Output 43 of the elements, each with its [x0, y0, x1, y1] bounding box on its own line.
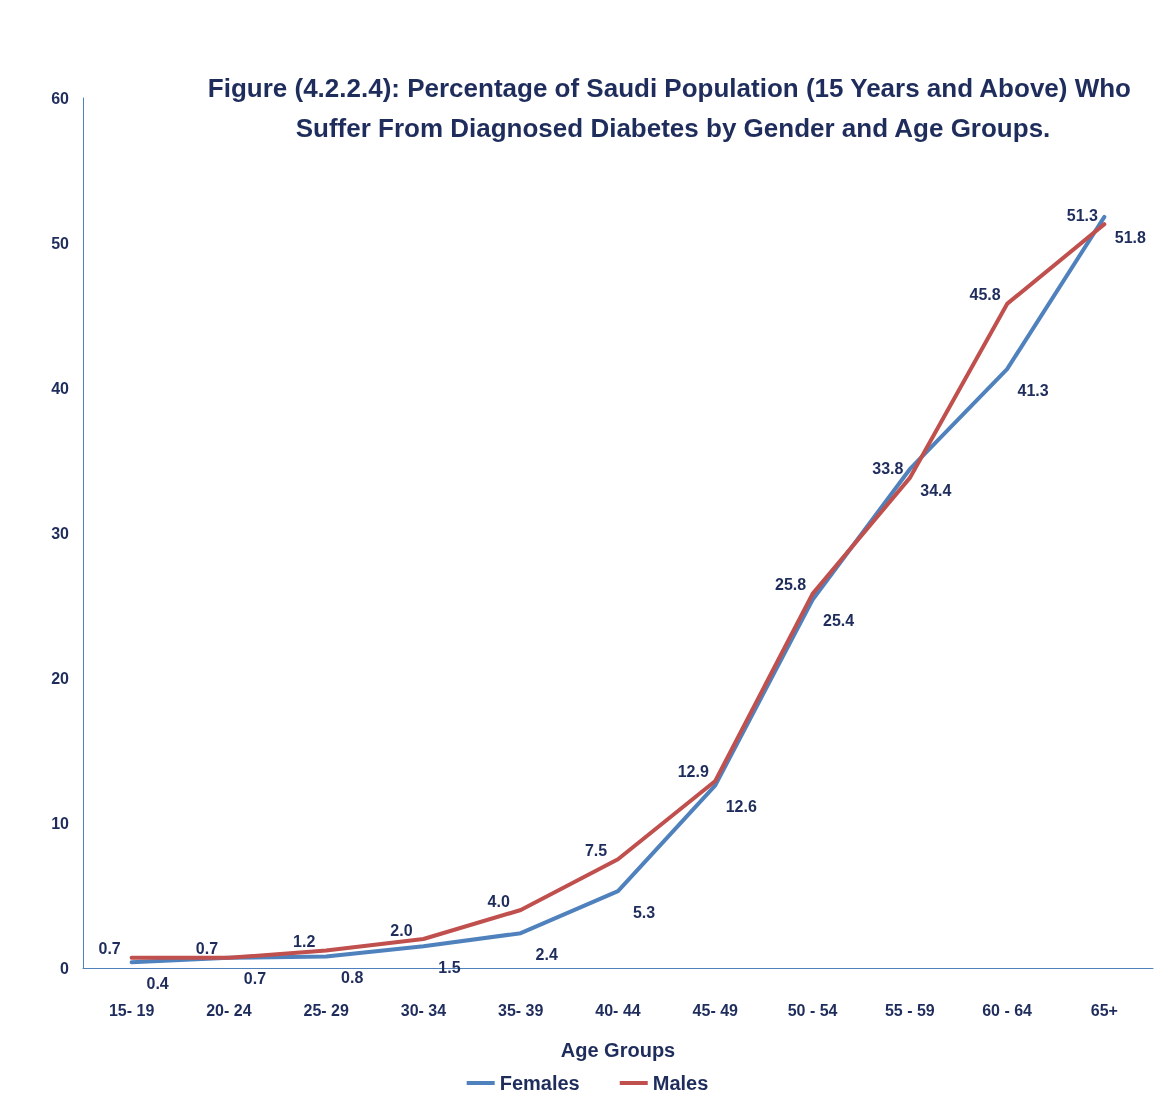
data-label: 41.3: [1017, 381, 1049, 399]
data-label: 0.7: [195, 940, 219, 958]
data-label: 7.5: [584, 841, 608, 859]
data-label: 34.4: [920, 481, 952, 499]
y-tick-label: 10: [51, 814, 70, 832]
x-tick-label: 50 - 54: [787, 1001, 838, 1019]
data-label: 33.8: [872, 460, 904, 478]
x-tick-label: 35- 39: [498, 1001, 544, 1019]
x-tick-label: 15- 19: [108, 1001, 155, 1019]
data-label: 4.0: [487, 892, 510, 910]
x-tick-label: 40- 44: [595, 1001, 641, 1019]
x-tick-label: 25- 29: [303, 1001, 349, 1019]
data-label: 2.0: [390, 921, 413, 939]
x-tick-label: 65+: [1090, 1001, 1118, 1019]
x-tick-label: 55 - 59: [884, 1001, 935, 1019]
legend-label: Males: [652, 1072, 709, 1094]
y-tick-label: 50: [51, 234, 70, 252]
data-label: 51.8: [1114, 229, 1147, 247]
y-tick-label: 30: [51, 524, 70, 542]
chart-title: Figure (4.2.2.4): Percentage of Saudi Population (15 Years and Above) Who Suffer From Diagnosed Diabetes by Gender and Age Groups.: [207, 73, 1139, 143]
data-label: 2.4: [535, 945, 558, 963]
x-tick-label: 20- 24: [206, 1001, 252, 1019]
data-label: 0.4: [146, 974, 169, 992]
data-label: 1.2: [293, 933, 316, 951]
data-label: 12.6: [725, 797, 757, 815]
data-label: 0.7: [98, 940, 121, 958]
legend-label: Females: [499, 1072, 580, 1094]
data-label: 0.8: [341, 968, 364, 986]
data-label: 25.8: [774, 576, 807, 594]
data-label: 5.3: [632, 903, 656, 921]
y-tick-label: 0: [60, 959, 70, 977]
y-tick-label: 60: [51, 89, 70, 107]
x-axis-title: Age Groups: [560, 1039, 676, 1061]
data-label: 25.4: [822, 612, 855, 630]
x-tick-label: 30- 34: [400, 1001, 447, 1019]
data-label: 51.3: [1066, 206, 1099, 224]
y-tick-label: 20: [51, 669, 70, 687]
x-tick-label: 45- 49: [692, 1001, 739, 1019]
data-label: 45.8: [969, 286, 1001, 304]
y-tick-label: 40: [51, 379, 70, 397]
x-tick-label: 60 - 64: [982, 1001, 1033, 1019]
data-label: 0.7: [243, 970, 267, 988]
data-label: 12.9: [677, 763, 709, 781]
